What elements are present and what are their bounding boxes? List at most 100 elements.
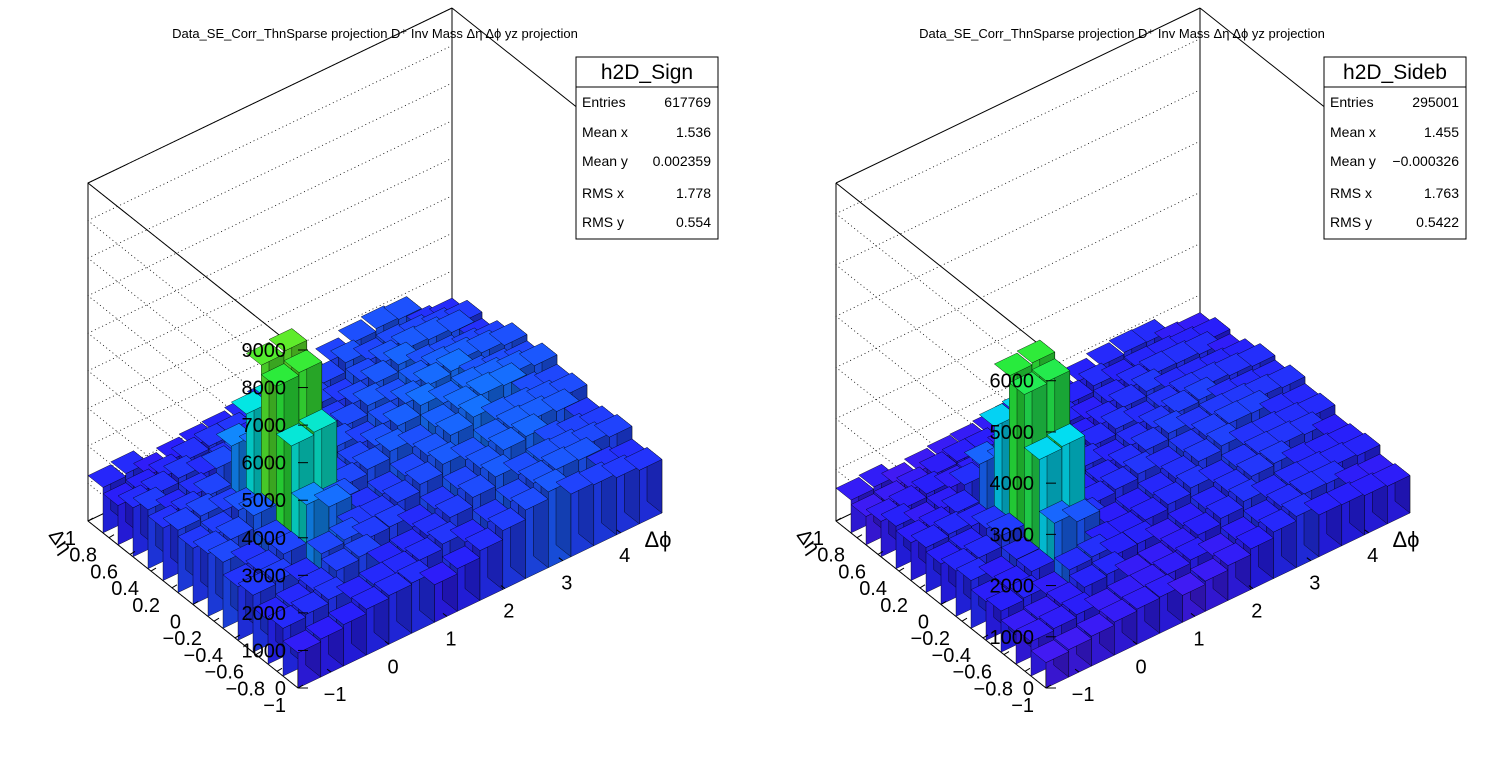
lego-bars: [87, 296, 663, 689]
lego-bar: [623, 446, 663, 525]
x-tick: [1248, 585, 1254, 589]
y-tick: [297, 684, 304, 689]
grid-line: [87, 308, 453, 651]
lego-plot: 0100020003000400050006000−101234Δϕ−1−0.8…: [792, 7, 1420, 717]
z-tick-label: 1000: [990, 627, 1035, 649]
lego-bar-top: [518, 342, 558, 367]
grid-line: [835, 140, 1201, 484]
lego-bar-top: [282, 629, 322, 654]
lego-bar-top: [426, 521, 466, 545]
lego-bar-top: [404, 537, 443, 561]
lego-bar-top: [1235, 525, 1274, 550]
lego-bar-top: [237, 572, 277, 596]
y-tick: [150, 567, 157, 572]
lego-bar-top: [1046, 423, 1086, 447]
lego-bar-top: [436, 309, 475, 333]
stats-value-mean-y: −0.000326: [1392, 153, 1459, 169]
lego-bar-top: [1061, 498, 1101, 523]
stats-value-mean-x: 1.536: [676, 124, 711, 140]
y-tick: [919, 584, 926, 589]
lego-bar-top: [305, 615, 344, 640]
lego-bar-top: [1099, 466, 1139, 490]
lego-bar-top: [412, 362, 452, 386]
y-tick: [255, 651, 262, 656]
y-tick-label: 1: [65, 528, 76, 550]
lego-bar-top: [541, 388, 580, 412]
x-tick: [326, 668, 332, 673]
lego-bar-top: [888, 485, 927, 509]
y-tick-label: −0.8: [974, 678, 1013, 700]
lego-bar-top: [330, 339, 369, 364]
lego-bar-top: [963, 534, 1002, 559]
lego-bar-top: [320, 547, 360, 572]
z-tick-label: 2000: [242, 603, 287, 625]
x-tick-label: 1: [1193, 628, 1204, 650]
lego-bar-top: [1076, 613, 1115, 637]
grid-line: [835, 89, 1201, 433]
y-tick: [835, 517, 842, 522]
y-tick: [940, 601, 947, 605]
y-tick-label: 0: [170, 612, 181, 634]
lego-bar-top: [337, 319, 377, 343]
lego-bar-top: [623, 447, 663, 471]
lego-bar-top: [955, 557, 995, 581]
z-tick-label: 2000: [990, 576, 1035, 598]
y-tick-label: −0.4: [184, 645, 223, 667]
y-tick: [898, 567, 905, 572]
y-tick-label: 0.6: [90, 561, 118, 583]
x-tick-label: 2: [503, 601, 514, 623]
lego-bar-top: [1085, 342, 1125, 366]
y-tick: [877, 550, 884, 555]
lego-bar-top: [1205, 495, 1244, 519]
chart-title: Data_SE_Corr_ThnSparse projection D⁺ Inv…: [172, 26, 578, 41]
x-tick: [558, 557, 564, 562]
lego-bar: [1076, 612, 1115, 667]
y-tick-label: 0.2: [880, 595, 908, 617]
y-tick-label: 0: [918, 612, 929, 634]
x-axis-label: Δϕ: [644, 527, 671, 552]
x-tick: [1190, 612, 1196, 617]
lego-bar: [1167, 572, 1206, 623]
grid-line: [835, 294, 1201, 638]
chart-panel-sign: Data_SE_Corr_ThnSparse projection D⁺ Inv…: [44, 7, 719, 717]
lego-bar-top: [1138, 350, 1178, 375]
lego-bar-top: [1213, 400, 1253, 424]
lego-bar-top: [1189, 558, 1229, 582]
stats-title: h2D_Sign: [601, 61, 693, 84]
lego-bar: [441, 545, 481, 612]
x-tick-label: 4: [619, 545, 630, 567]
stats-label-rms-y: RMS y: [1330, 214, 1372, 230]
lego-bar-top: [1144, 573, 1183, 598]
stats-label-rms-x: RMS x: [1330, 185, 1372, 201]
lego-bar-top: [480, 453, 519, 478]
lego-bar-top: [1053, 626, 1092, 650]
chart-panel-sideband: Data_SE_Corr_ThnSparse projection D⁺ Inv…: [792, 7, 1467, 717]
lego-bar: [282, 629, 322, 689]
stats-title: h2D_Sideb: [1343, 61, 1447, 84]
lego-bar-top: [985, 588, 1025, 612]
lego-bar-top: [328, 601, 367, 625]
y-tick-label: −1: [1011, 695, 1034, 717]
lego-bar-top: [1296, 392, 1336, 417]
y-tick: [856, 534, 863, 539]
y-tick: [1003, 651, 1010, 656]
stats-label-entries: Entries: [1330, 94, 1374, 110]
lego-bar-top: [1108, 329, 1148, 353]
lego-bar-top: [373, 572, 413, 596]
grid-line: [835, 38, 1201, 382]
lego-bar-top: [1001, 536, 1040, 560]
z-tick-label: 4000: [242, 528, 287, 550]
lego-bar-top: [350, 586, 390, 610]
y-tick-label: 0.6: [838, 561, 866, 583]
z-tick-label: 0: [1023, 678, 1034, 700]
axes: 0100020003000400050006000−101234Δϕ−1−0.8…: [792, 371, 1420, 717]
z-tick-label: 8000: [242, 378, 287, 400]
lego-bar: [1030, 639, 1070, 689]
stats-label-rms-x: RMS x: [582, 185, 624, 201]
y-tick-label: −1: [263, 695, 286, 717]
grid-line: [87, 82, 453, 426]
y-tick: [213, 617, 220, 622]
lego-bar: [305, 615, 344, 678]
y-tick-label: 0.8: [69, 545, 97, 567]
stats-value-rms-y: 0.5422: [1416, 214, 1459, 230]
